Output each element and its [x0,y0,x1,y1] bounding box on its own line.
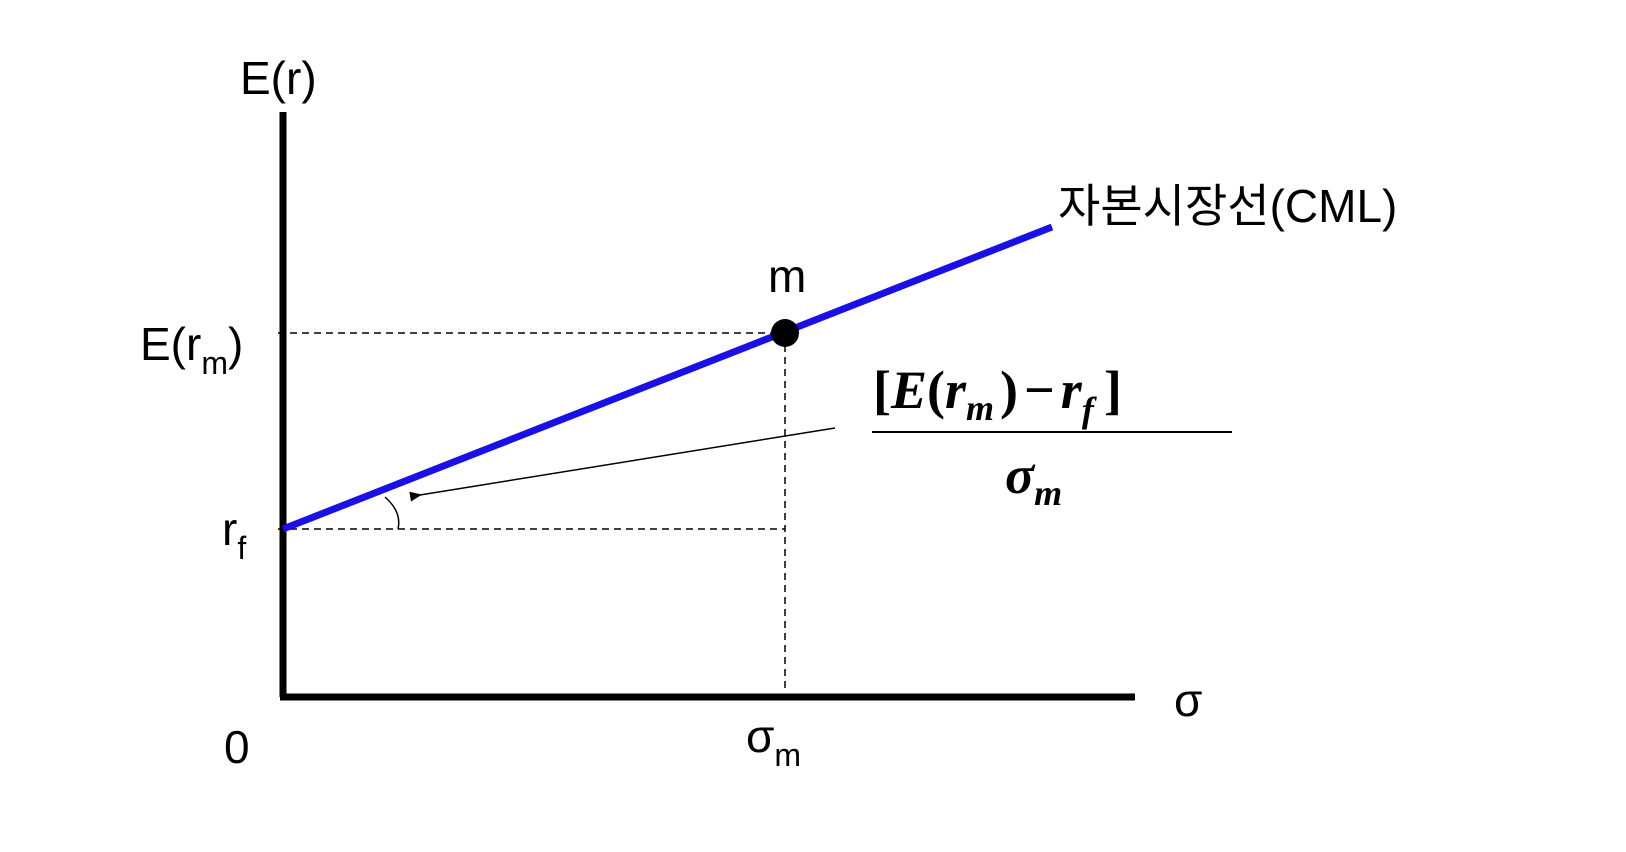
cml-label: 자본시장선(CML) [1058,180,1397,232]
slope-formula: [E(rm) − rf] σm [872,360,1232,513]
formula-numerator: [E(rm) − rf] [873,360,1122,430]
x-tick-market-sigma: σm [746,710,801,773]
market-portfolio-point [771,319,799,347]
formula-denominator: σm [1005,445,1062,513]
y-tick-expected-market-return: E(rm) [140,318,243,381]
x-axis-label: σ [1174,674,1202,726]
origin-label: 0 [224,721,250,773]
slope-angle-arc [384,496,400,530]
cml-line [281,223,1054,533]
y-axis-label: E(r) [240,52,317,104]
y-tick-risk-free-rate: rf [222,503,246,566]
slope-pointer-arrow [409,427,836,502]
market-point-label: m [768,250,806,302]
